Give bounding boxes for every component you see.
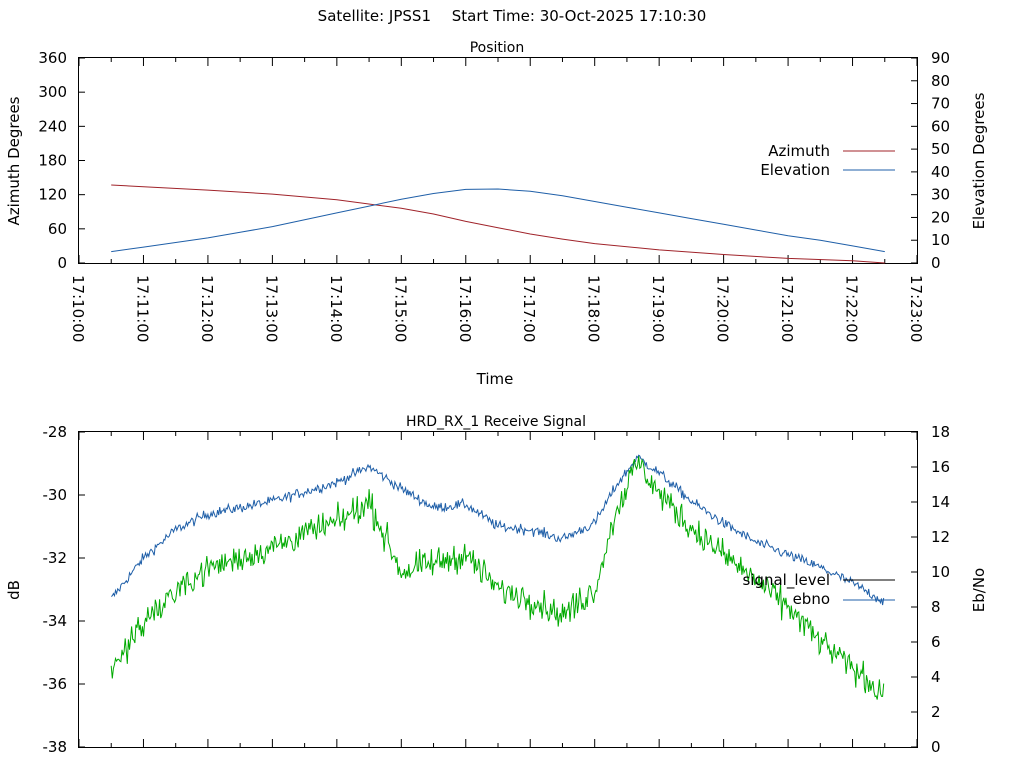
y-tick-label: 180 [38,152,67,170]
y-tick-label: -34 [43,612,68,630]
y-tick-label: 240 [38,117,67,135]
y-tick-label: -28 [43,423,68,441]
signal-legend: signal_level ebno [742,571,895,608]
signal-y-axis-label: dB [5,580,23,600]
legend-label-signal-level: signal_level [742,571,830,590]
signal-axis-ticks: -38 -36 -34 -32 -30 -28 0 2 4 6 8 10 12 14 16 18 [43,423,951,756]
y2-tick-label: 80 [931,72,950,90]
position-legend: Azimuth Elevation [760,142,895,179]
y2-tick-label: 20 [931,208,950,226]
x-tick-label: 17:14:00 [327,275,345,342]
y2-tick-label: 0 [931,254,941,272]
y-tick-label: -30 [43,486,68,504]
series-line-elevation [111,188,885,253]
y2-tick-label: 10 [931,563,950,581]
x-tick-label: 17:20:00 [714,275,732,342]
y2-tick-label: 60 [931,117,950,135]
y2-tick-label: 10 [931,231,950,249]
x-tick-label: 17:19:00 [649,275,667,342]
position-series [111,184,885,264]
start-time-label: Start Time: 30-Oct-2025 17:10:30 [451,7,707,25]
legend-label-azimuth: Azimuth [768,142,830,160]
position-axis-ticks: 17:10:00 17:11:00 17:12:00 17:13:00 17:14:00… [38,49,950,342]
legend-label-elevation: Elevation [760,161,830,179]
x-tick-label: 17:23:00 [907,275,925,342]
series-line-signal-level [110,454,885,606]
y2-tick-label: 12 [931,528,950,546]
series-line-azimuth [111,184,885,264]
y-tick-label: 60 [48,220,67,238]
position-y-axis-label: Azimuth Degrees [5,96,23,225]
y2-tick-label: 50 [931,140,950,158]
chart-header: Satellite: JPSS1 Start Time: 30-Oct-2025… [0,7,1024,25]
x-tick-label: 17:15:00 [391,275,409,342]
y-tick-label: -32 [43,549,68,567]
y-tick-label: 0 [57,254,67,272]
y2-tick-label: 30 [931,186,950,204]
y-tick-label: -36 [43,675,68,693]
y-tick-label: 300 [38,83,67,101]
x-tick-label: 17:11:00 [133,275,151,342]
position-x-axis-label: Time [476,370,514,388]
x-tick-label: 17:21:00 [778,275,796,342]
signal-plot-frame [78,431,918,748]
y2-tick-label: 14 [931,493,950,511]
y-tick-label: 360 [38,49,67,67]
y2-tick-label: 90 [931,49,950,67]
series-line-ebno [110,456,885,700]
y-tick-label: 120 [38,186,67,204]
y-tick-label: -38 [43,738,68,756]
x-tick-label: 17:13:00 [262,275,280,342]
y2-tick-label: 8 [931,598,941,616]
satellite-label: Satellite: JPSS1 [317,7,431,25]
signal-series [110,454,885,700]
y2-tick-label: 18 [931,423,950,441]
signal-y2-axis-label: Eb/No [970,568,988,612]
x-tick-label: 17:16:00 [456,275,474,342]
x-tick-label: 17:10:00 [69,275,87,342]
legend-label-ebno: ebno [793,590,830,608]
x-tick-label: 17:17:00 [520,275,538,342]
y2-tick-label: 0 [931,738,941,756]
position-title: Position [470,40,525,56]
position-y2-axis-label: Elevation Degrees [970,92,988,229]
y2-tick-label: 6 [931,633,941,651]
y2-tick-label: 2 [931,703,941,721]
x-tick-label: 17:22:00 [843,275,861,342]
position-plot-frame [78,57,918,264]
y2-tick-label: 16 [931,458,950,476]
y2-tick-label: 70 [931,95,950,113]
x-tick-label: 17:18:00 [585,275,603,342]
y2-tick-label: 40 [931,163,950,181]
y2-tick-label: 4 [931,668,941,686]
x-tick-label: 17:12:00 [198,275,216,342]
signal-title: HRD_RX_1 Receive Signal [406,414,586,430]
